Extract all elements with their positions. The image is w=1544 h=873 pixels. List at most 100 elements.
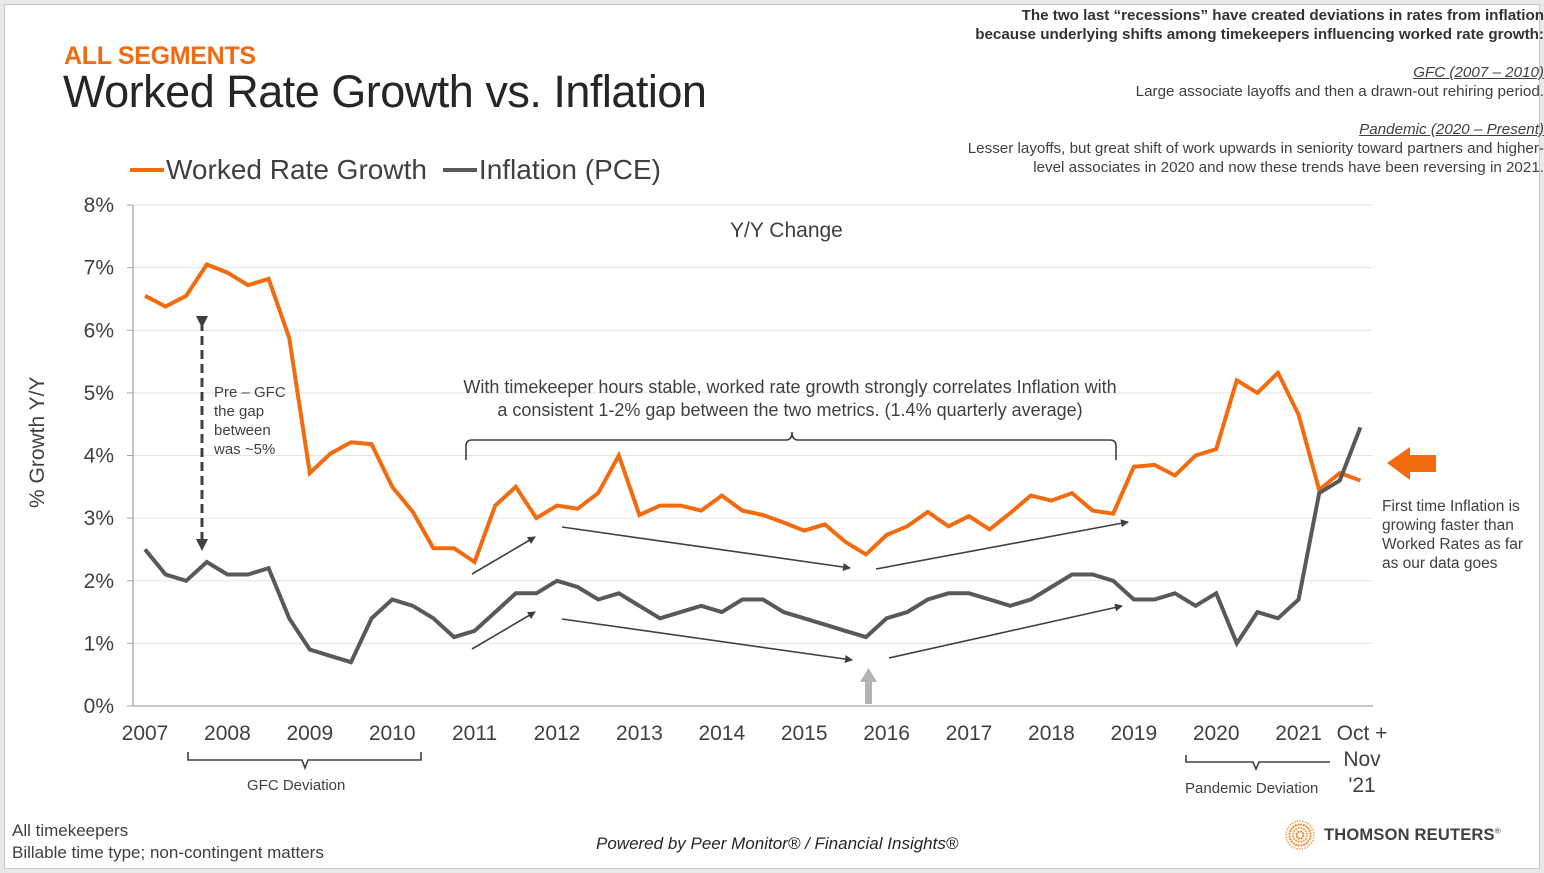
logo-dot <box>1285 833 1287 836</box>
logo-dot <box>1286 828 1289 831</box>
logo-dot <box>1300 827 1303 830</box>
logo-dot <box>1289 830 1292 833</box>
logo-dot <box>1285 831 1288 833</box>
first-time-line: growing faster than <box>1382 517 1514 534</box>
logo-dot <box>1288 832 1291 835</box>
logo-dot <box>1307 840 1310 843</box>
logo-dot <box>1303 843 1306 846</box>
pre-gfc-line: Pre – GFC <box>214 384 286 401</box>
logo-dot <box>1293 829 1296 833</box>
first-time-annotation: First time Inflation is growing faster t… <box>1382 497 1542 573</box>
logo-dot <box>1300 840 1303 843</box>
footer-line-2: Billable time type; non-contingent matte… <box>12 843 324 862</box>
powered-by: Powered by Peer Monitor® / Financial Ins… <box>596 834 959 853</box>
trend-arrow-up-1 <box>471 536 536 575</box>
logo-dot <box>1305 825 1308 828</box>
logo-dot <box>1289 838 1292 841</box>
legend-label-worked-rate: Worked Rate Growth <box>166 154 427 185</box>
logo-dot <box>1292 832 1295 835</box>
y-tick-label: 4% <box>84 445 114 468</box>
slide <box>4 4 1540 869</box>
y-tick-label: 5% <box>84 382 114 405</box>
logo-dot <box>1294 824 1297 827</box>
logo-dot <box>1296 847 1298 850</box>
stable-period-annotation: With timekeeper hours stable, worked rat… <box>430 376 1150 422</box>
logo-dot <box>1305 835 1308 838</box>
page-title: Worked Rate Growth vs. Inflation <box>63 66 707 117</box>
recession-notes: The two last “recessions” have created d… <box>904 6 1544 177</box>
pandemic-heading: Pandemic (2020 – Present) <box>1359 121 1544 138</box>
logo-dot <box>1305 832 1308 835</box>
trend-arrow-up-2 <box>875 519 1129 570</box>
x-tick-label: 2009 <box>286 722 333 745</box>
gfc-heading: GFC (2007 – 2010) <box>1413 64 1544 81</box>
notes-intro-2: because underlying shifts among timekeep… <box>975 26 1544 43</box>
notes-intro-1: The two last “recessions” have created d… <box>1021 7 1544 24</box>
gfc-deviation-label: GFC Deviation <box>247 777 346 794</box>
logo-dot <box>1304 847 1306 849</box>
logo-registered: ® <box>1494 826 1501 835</box>
logo-dot <box>1304 821 1307 824</box>
y-tick-label: 3% <box>84 507 114 530</box>
logo-dot <box>1293 846 1296 849</box>
logo-dot <box>1299 830 1303 833</box>
logo-dot <box>1309 832 1312 835</box>
gray-up-arrow-shaft <box>865 680 872 704</box>
chart-legend: Worked Rate Growth Inflation (PCE) <box>130 154 661 186</box>
gfc-text: Large associate layoffs and then a drawn… <box>1135 83 1544 100</box>
logo-dot <box>1310 826 1313 829</box>
logo-dot <box>1302 824 1305 827</box>
logo-dot <box>1288 835 1291 838</box>
logo-dot <box>1297 844 1300 847</box>
stable-line-2: a consistent 1-2% gap between the two me… <box>497 400 1083 420</box>
y-axis-label: % Growth Y/Y <box>26 376 49 509</box>
logo-dot <box>1297 827 1300 830</box>
logo-dot <box>1294 821 1296 823</box>
legend-label-inflation: Inflation (PCE) <box>478 154 661 185</box>
logo-dot <box>1297 830 1300 834</box>
logo-dot <box>1300 823 1303 826</box>
pre-gfc-line: the gap <box>214 403 265 420</box>
logo-dot <box>1291 822 1294 825</box>
trend-arrow-up-4 <box>888 603 1123 659</box>
logo-dot <box>1302 828 1306 831</box>
x-tick-label-final: Nov <box>1343 748 1381 771</box>
y-tick-label: 2% <box>84 570 114 593</box>
x-tick-label: 2011 <box>452 722 497 745</box>
x-tick-label-final: Oct + <box>1337 722 1388 745</box>
logo-dot <box>1308 829 1311 832</box>
pandemic-deviation-brace <box>1185 755 1330 772</box>
logo-dot <box>1309 824 1312 827</box>
stable-line-1: With timekeeper hours stable, worked rat… <box>463 377 1117 397</box>
series-line-inflation <box>143 426 1363 665</box>
x-tick-label: 2019 <box>1110 722 1157 745</box>
x-tick-label: 2015 <box>781 722 828 745</box>
y-tick-label: 8% <box>84 194 114 217</box>
logo-dot <box>1286 839 1288 841</box>
logo-dot <box>1292 835 1295 838</box>
logo-dot <box>1295 832 1298 836</box>
x-tick-label: 2016 <box>863 722 910 745</box>
first-time-line: Worked Rates as far <box>1382 536 1523 553</box>
logo-dot <box>1290 840 1293 843</box>
legend-item-inflation: Inflation (PCE) <box>442 154 661 186</box>
x-tick-label: 2008 <box>204 722 251 745</box>
x-tick-label-final: '21 <box>1348 774 1375 797</box>
x-tick-label: 2020 <box>1193 722 1240 745</box>
pre-gfc-line: between <box>214 422 271 439</box>
first-time-line: First time Inflation is <box>1382 498 1520 515</box>
logo-dot <box>1297 840 1300 843</box>
legend-item-worked-rate: Worked Rate Growth <box>130 154 427 186</box>
x-tick-label: 2021 <box>1275 722 1322 745</box>
y-tick-label: 0% <box>84 695 114 718</box>
logo-dot <box>1310 842 1313 844</box>
logo-dot <box>1309 835 1312 838</box>
logo-dot <box>1312 831 1315 834</box>
logo-dot <box>1300 836 1303 840</box>
logo-dot <box>1289 823 1292 826</box>
y-tick-label: 6% <box>84 319 114 342</box>
logo-dot <box>1291 845 1293 848</box>
logo-dot <box>1301 847 1304 850</box>
logo-dot <box>1295 828 1298 831</box>
